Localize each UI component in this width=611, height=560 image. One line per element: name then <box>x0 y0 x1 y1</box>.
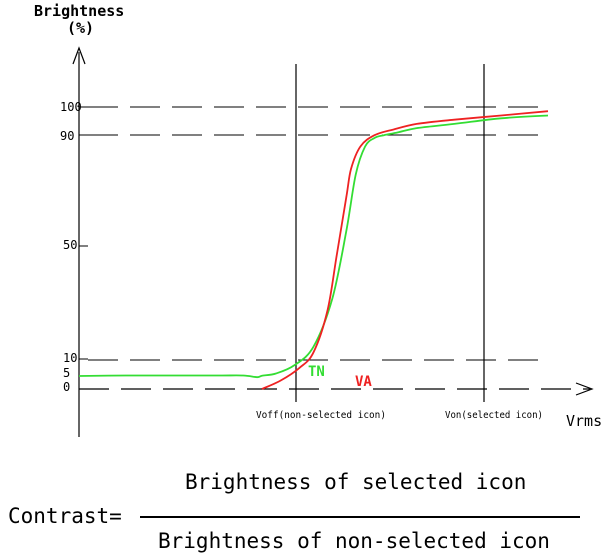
x-axis-arrow <box>575 382 594 396</box>
y-axis-label-line2: (%) <box>67 19 94 37</box>
y-tick-label: 5 <box>63 366 70 380</box>
formula-numerator: Brightness of selected icon <box>185 470 527 494</box>
y-ticks: 100 90 50 10 5 0 <box>60 100 88 394</box>
y-tick-label: 90 <box>60 129 74 143</box>
brightness-chart: Brightness (%) Vrms 100 90 50 10 5 0 Vof… <box>34 2 602 437</box>
y-tick-label: 10 <box>63 351 77 365</box>
y-tick-label: 100 <box>60 100 82 114</box>
formula-lhs: Contrast= <box>8 504 122 528</box>
formula-denominator: Brightness of non-selected icon <box>158 529 550 553</box>
reference-lines <box>88 106 548 361</box>
va-curve <box>261 110 549 390</box>
contrast-formula: Brightness of selected icon Contrast= Br… <box>0 460 611 560</box>
tn-series-label: TN <box>308 364 325 380</box>
va-series-label: VA <box>355 374 372 390</box>
y-axis-arrow <box>72 46 86 65</box>
x-axis-label: Vrms <box>566 412 602 430</box>
y-axis-label-line1: Brightness <box>34 2 124 20</box>
y-tick-label: 50 <box>63 238 77 252</box>
tn-curve <box>78 114 549 379</box>
fraction-bar <box>140 516 580 518</box>
voff-marker-label: Voff(non-selected icon) <box>256 410 386 421</box>
von-marker-label: Von(selected icon) <box>445 410 543 421</box>
y-tick-label: 0 <box>63 380 70 394</box>
